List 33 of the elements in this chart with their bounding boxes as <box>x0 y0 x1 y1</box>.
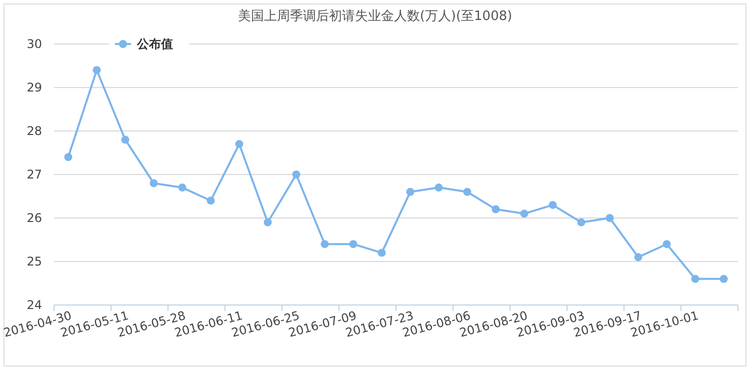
y-tick-label: 24 <box>26 298 42 312</box>
point <box>691 274 700 283</box>
point <box>178 184 186 192</box>
legend-label: 公布值 <box>136 37 173 51</box>
point <box>606 214 614 222</box>
point <box>577 218 586 226</box>
point <box>492 205 500 214</box>
point <box>548 200 557 209</box>
point <box>150 179 158 188</box>
point <box>92 66 101 74</box>
point <box>235 140 244 148</box>
point <box>264 218 272 226</box>
point <box>349 240 358 248</box>
y-tick-label: 29 <box>26 80 42 94</box>
point <box>64 153 72 162</box>
y-tick-label: 27 <box>26 168 42 182</box>
point <box>434 184 443 192</box>
point <box>292 170 300 178</box>
y-tick-label: 26 <box>26 211 42 225</box>
point <box>121 136 130 144</box>
point <box>520 210 528 218</box>
point <box>378 248 386 257</box>
point <box>320 240 329 248</box>
point <box>720 274 728 283</box>
chart-title: 美国上周季调后初请失业金人数(万人)(至1008) <box>238 8 512 24</box>
point <box>206 196 215 205</box>
y-tick-label: 25 <box>26 254 42 268</box>
point <box>463 188 472 196</box>
y-tick-label: 30 <box>26 37 42 51</box>
point <box>634 253 642 262</box>
point <box>662 240 671 248</box>
y-tick-label: 28 <box>26 124 42 138</box>
point <box>406 188 414 196</box>
